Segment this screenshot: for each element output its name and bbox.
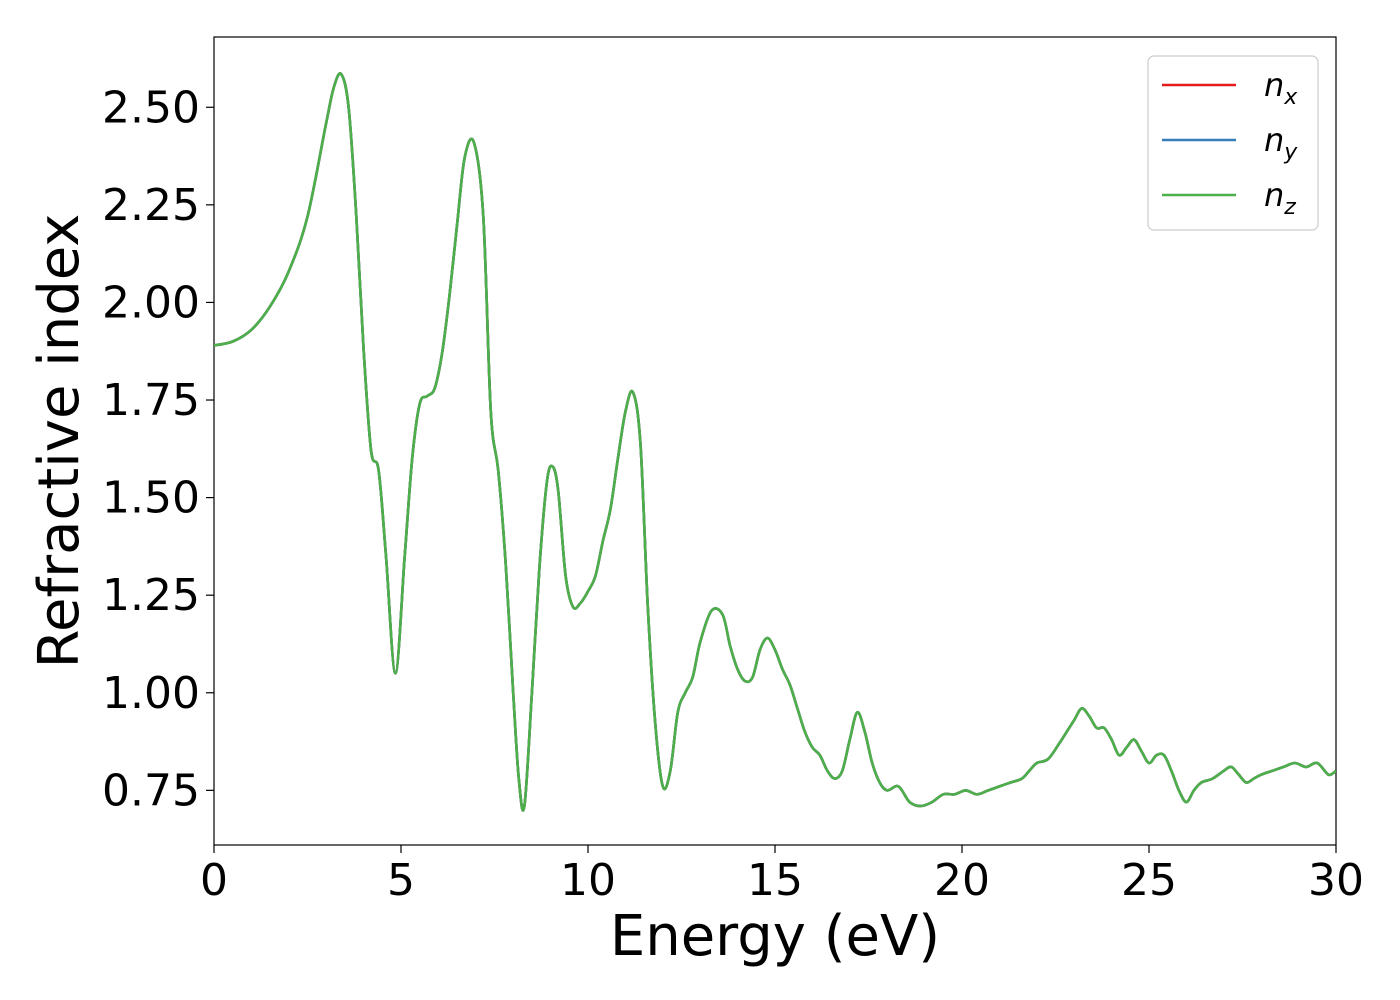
y-axis-ticks: 0.75 1.00 1.25 1.50 1.75 2.00 2.25 2.50: [102, 82, 214, 816]
legend-label-nx: nx: [1264, 66, 1298, 110]
y-tick-label: 1.25: [102, 570, 200, 621]
x-tick-label: 25: [1121, 855, 1177, 906]
legend-label-nz: nz: [1264, 176, 1296, 220]
x-tick-label: 20: [934, 855, 990, 906]
y-tick-label: 1.75: [102, 375, 200, 426]
y-tick-label: 2.00: [102, 277, 200, 328]
x-axis-label: Energy (eV): [610, 904, 940, 969]
series-line-n-z: [214, 72, 1336, 812]
x-tick-label: 0: [200, 855, 228, 906]
x-tick-label: 10: [560, 855, 616, 906]
x-tick-label: 5: [387, 855, 415, 906]
legend-box: [1147, 55, 1319, 231]
x-tick-label: 15: [747, 855, 803, 906]
legend-label-ny: ny: [1264, 121, 1298, 165]
legend: nx ny nz: [1147, 55, 1319, 231]
y-tick-label: 1.50: [102, 473, 200, 524]
y-tick-label: 2.50: [102, 82, 200, 133]
y-tick-label: 2.25: [102, 180, 200, 231]
y-tick-label: 1.00: [102, 668, 200, 719]
y-axis-label: Refractive index: [27, 214, 92, 669]
y-tick-label: 0.75: [102, 765, 200, 816]
x-axis-ticks: 0 5 10 15 20 25 30: [200, 845, 1364, 906]
x-tick-label: 30: [1308, 855, 1364, 906]
